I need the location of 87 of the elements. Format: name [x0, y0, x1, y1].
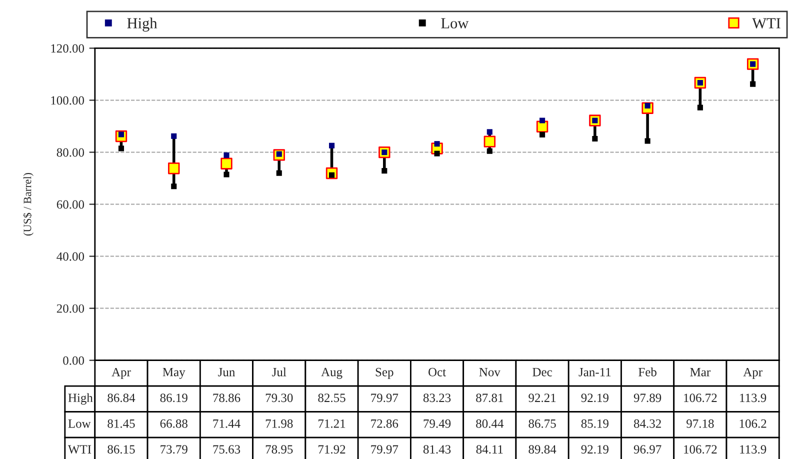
- data-label: 113.9: [740, 445, 766, 454]
- text: WTI: [68, 445, 92, 454]
- data-label: 92.19: [581, 445, 608, 454]
- text: Low: [68, 420, 91, 428]
- point: [697, 104, 703, 110]
- data-label: 82.55: [318, 394, 346, 402]
- point: [434, 150, 440, 156]
- y-tick-label: 40.00: [56, 252, 84, 261]
- point: [434, 141, 440, 147]
- data-label: 84.11: [476, 445, 503, 454]
- x-tick-label: Jun: [218, 368, 235, 376]
- data-label: 71.44: [213, 419, 240, 428]
- data-label: 113.9: [740, 394, 766, 402]
- data-label: 73.79: [160, 445, 188, 454]
- x-tick-label: Sep: [376, 368, 394, 379]
- y-tick-label: 100.00: [51, 96, 84, 105]
- data-label: 106.72: [684, 394, 717, 402]
- data-label: 75.63: [213, 445, 240, 454]
- point: [484, 136, 496, 148]
- data-label: 71.21: [318, 419, 346, 428]
- point: [540, 132, 546, 138]
- y-tick-label: 80.00: [56, 148, 84, 157]
- point: [168, 162, 180, 174]
- x-tick-label: Apr: [743, 368, 762, 379]
- data-label: 79.97: [371, 394, 398, 402]
- data-label: 79.49: [424, 419, 451, 428]
- x-tick-label: May: [162, 368, 186, 379]
- data-label: 86.19: [160, 394, 188, 402]
- point: [224, 172, 230, 178]
- data-label: 78.95: [266, 445, 293, 454]
- data-label: 84.32: [634, 419, 661, 428]
- data-label: 81.45: [108, 419, 135, 428]
- y-tick-label: 60.00: [56, 200, 84, 209]
- x-tick-label: Feb: [638, 368, 656, 376]
- point: [118, 146, 124, 152]
- data-label: 66.88: [160, 419, 188, 428]
- data-label: 85.19: [581, 419, 608, 428]
- text: High: [68, 393, 93, 405]
- data-label: 83.23: [423, 394, 451, 402]
- data-label: 78.86: [213, 394, 240, 402]
- data-label: 71.98: [266, 419, 293, 428]
- legend-label: Low: [441, 18, 469, 28]
- point: [171, 184, 177, 190]
- data-label: 80.44: [476, 419, 504, 428]
- y-tick-label: 0.00: [63, 356, 84, 365]
- x-tick-label: Dec: [532, 368, 552, 376]
- data-label: 92.19: [581, 394, 608, 402]
- data-label: 79.97: [371, 445, 398, 454]
- point: [328, 142, 335, 148]
- data-label: 106.2: [740, 419, 766, 428]
- x-tick-label: Nov: [479, 368, 500, 376]
- data-label: 72.86: [371, 419, 398, 428]
- data-label: 92.21: [528, 394, 556, 402]
- data-label: 106.72: [684, 445, 717, 454]
- point: [644, 138, 650, 144]
- data-label: 71.92: [318, 445, 346, 454]
- data-label: 86.15: [108, 445, 135, 454]
- y-tick-label: 120.00: [51, 44, 84, 53]
- data-label: 81.43: [423, 445, 451, 454]
- point: [382, 168, 388, 174]
- data-label: 89.84: [528, 445, 556, 454]
- x-tick-label: Oct: [428, 368, 446, 376]
- point: [750, 81, 756, 87]
- point: [486, 129, 492, 135]
- x-tick-label: Apr: [112, 368, 131, 379]
- data-label: 79.30: [266, 394, 293, 402]
- legend-label: WTI: [752, 18, 780, 29]
- x-tick-label: Jul: [272, 368, 286, 376]
- x-tick-label: Mar: [690, 368, 710, 376]
- x-tick-label: Jan-11: [578, 368, 611, 376]
- point: [540, 118, 546, 124]
- y-tick-label: 20.00: [56, 304, 84, 313]
- data-label: 97.18: [686, 419, 714, 428]
- data-label: 86.75: [528, 419, 556, 428]
- data-label: 87.81: [476, 394, 503, 402]
- point: [171, 133, 177, 139]
- data-label: 86.84: [108, 394, 136, 402]
- point: [486, 148, 492, 154]
- y-axis-title: (US$ / Barrel): [23, 172, 34, 236]
- point: [224, 152, 230, 158]
- point: [592, 136, 598, 142]
- x-tick-label: Aug: [321, 368, 342, 379]
- data-label: 97.89: [634, 394, 662, 402]
- point: [276, 170, 282, 176]
- data-label: 96.97: [634, 445, 662, 454]
- point: [220, 158, 232, 170]
- legend-label: High: [127, 18, 158, 32]
